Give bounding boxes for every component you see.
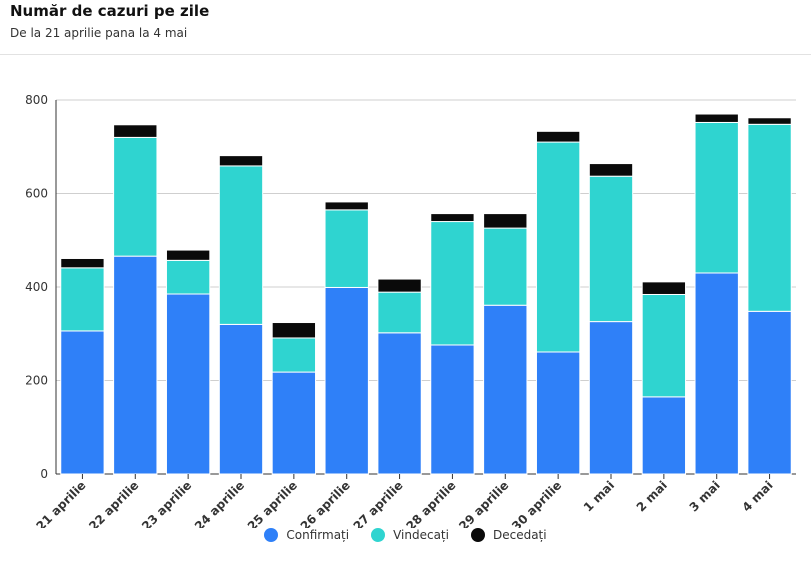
y-tick-label: 400 — [25, 280, 48, 294]
x-tick-label: 2 mai — [634, 478, 670, 514]
x-tick-label: 23 aprilie — [139, 478, 194, 528]
x-tick-label: 4 mai — [739, 478, 775, 514]
chart-title: Număr de cazuri pe zile — [10, 2, 210, 20]
bar-confirmati — [588, 321, 634, 475]
bar-confirmati — [747, 310, 792, 475]
bar-confirmati — [694, 272, 739, 475]
bar-decedati — [430, 213, 475, 223]
bar-confirmati — [165, 293, 211, 475]
y-tick-label: 600 — [25, 187, 48, 201]
bar-decedati — [113, 124, 158, 138]
legend-label-vindecati: Vindecați — [393, 528, 449, 542]
legend-label-decedati: Decedați — [492, 528, 547, 542]
x-tick-label: 28 aprilie — [403, 478, 458, 528]
chart-subtitle: De la 21 aprilie pana la 4 mai — [10, 26, 188, 40]
bar-decedati — [694, 113, 739, 123]
bar-confirmati — [535, 351, 581, 475]
bar-decedati — [483, 213, 528, 229]
bar-vindecati — [535, 141, 581, 353]
y-tick-label: 200 — [25, 374, 48, 388]
bar-vindecati — [694, 121, 739, 274]
x-tick-label: 26 aprilie — [298, 478, 353, 528]
bar-decedati — [60, 257, 105, 269]
bar-decedati — [271, 322, 317, 339]
x-tick-label: 27 aprilie — [351, 478, 406, 528]
x-tick-label: 1 mai — [581, 478, 617, 514]
y-tick-label: 800 — [25, 93, 48, 107]
bar-confirmati — [641, 396, 687, 475]
bar-confirmati — [377, 332, 422, 475]
bar-decedati — [165, 249, 211, 261]
chart-header: Număr de cazuri pe zile De la 21 aprilie… — [0, 0, 811, 55]
x-tick-label: 21 aprilie — [33, 478, 88, 528]
bar-confirmati — [430, 344, 475, 475]
bar-confirmati — [218, 323, 264, 475]
bar-confirmati — [271, 371, 317, 475]
bar-decedati — [588, 163, 634, 177]
legend-swatch-vindecati — [371, 528, 386, 542]
bar-confirmati — [60, 330, 105, 475]
y-tick-label: 0 — [40, 467, 48, 481]
bar-vindecati — [165, 259, 211, 295]
bar-vindecati — [641, 293, 687, 398]
bar-confirmati — [324, 286, 369, 475]
x-tick-label: 30 aprilie — [509, 478, 564, 528]
bar-vindecati — [588, 175, 634, 323]
chart-legend: Confirmați Vindecați Decedați — [0, 528, 811, 542]
legend-swatch-confirmati — [264, 528, 279, 542]
x-tick-label: 25 aprilie — [245, 478, 300, 528]
x-tick-label: 24 aprilie — [192, 478, 247, 528]
bar-decedati — [218, 155, 264, 167]
bar-vindecati — [60, 267, 105, 332]
bar-vindecati — [377, 291, 422, 334]
bar-vindecati — [218, 165, 264, 325]
bar-vindecati — [483, 227, 528, 306]
legend-swatch-decedati — [470, 528, 485, 542]
x-tick-label: 22 aprilie — [86, 478, 141, 528]
bar-confirmati — [483, 304, 528, 475]
legend-item-vindecati[interactable]: Vindecați — [371, 528, 449, 542]
legend-label-confirmati: Confirmați — [286, 528, 350, 542]
bar-decedati — [747, 117, 792, 125]
bar-vindecati — [113, 136, 158, 257]
bar-vindecati — [747, 123, 792, 312]
x-tick-label: 29 aprilie — [456, 478, 511, 528]
bar-confirmati — [113, 255, 158, 475]
legend-item-decedati[interactable]: Decedați — [470, 528, 547, 542]
legend-item-confirmati[interactable]: Confirmați — [264, 528, 349, 542]
bar-decedati — [641, 281, 687, 295]
bar-decedati — [377, 278, 422, 293]
x-tick-label: 3 mai — [687, 478, 723, 514]
bar-decedati — [535, 130, 581, 143]
bar-vindecati — [430, 221, 475, 346]
bar-vindecati — [324, 209, 369, 288]
bar-vindecati — [271, 337, 317, 373]
bar-decedati — [324, 201, 369, 211]
